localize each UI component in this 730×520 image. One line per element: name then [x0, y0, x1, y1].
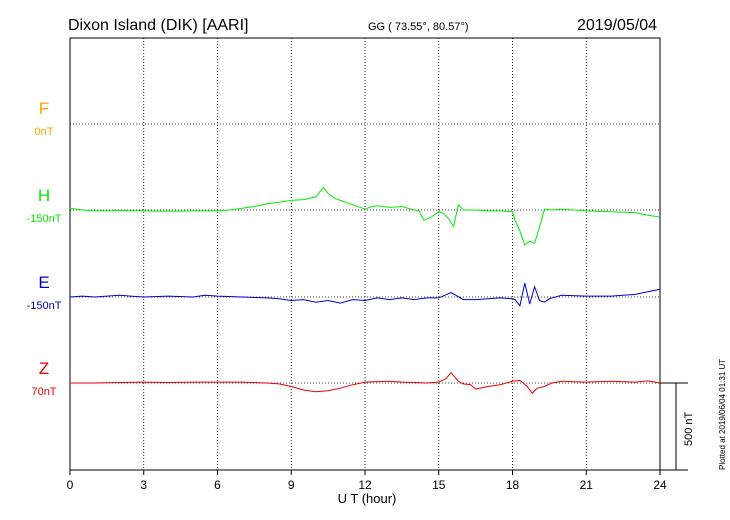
series-name-z: Z [39, 359, 49, 378]
series-line-z [70, 371, 661, 395]
date-label: 2019/05/04 [577, 17, 657, 34]
x-tick-label: 12 [358, 478, 372, 492]
series-line-e [69, 282, 661, 307]
series-group [69, 186, 661, 395]
x-tick-label: 0 [67, 478, 74, 492]
series-name-f: F [39, 99, 49, 118]
x-tick-label: 3 [140, 478, 147, 492]
series-name-h: H [38, 186, 50, 205]
x-tick-label: 21 [580, 478, 594, 492]
series-name-e: E [38, 273, 49, 292]
x-ticks: 0 3 6 9 12 15 18 21 24 [67, 470, 667, 492]
plotted-at-note: Plotted at 2019/06/04 01:31 UT [718, 359, 727, 470]
coordinates-label: GG ( 73.55°, 80.57°) [368, 21, 469, 33]
series-baseline-e: -150nT [27, 300, 62, 312]
scale-label: 500 nT [683, 411, 695, 446]
series-baseline-z: 70nT [31, 386, 56, 398]
series-baseline-h: -150nT [27, 213, 62, 225]
series-labels: F 0nT H -150nT E -150nT Z 70nT [27, 99, 62, 398]
x-tick-label: 24 [653, 478, 667, 492]
station-title: Dixon Island (DIK) [AARI] [68, 17, 249, 34]
series-baseline-f: 0nT [35, 126, 54, 138]
x-tick-label: 6 [214, 478, 221, 492]
x-tick-label: 18 [506, 478, 520, 492]
x-axis-label: U T (hour) [338, 491, 397, 506]
series-line-h [69, 186, 661, 246]
x-tick-label: 15 [432, 478, 446, 492]
grid [70, 38, 660, 470]
x-tick-label: 9 [288, 478, 295, 492]
